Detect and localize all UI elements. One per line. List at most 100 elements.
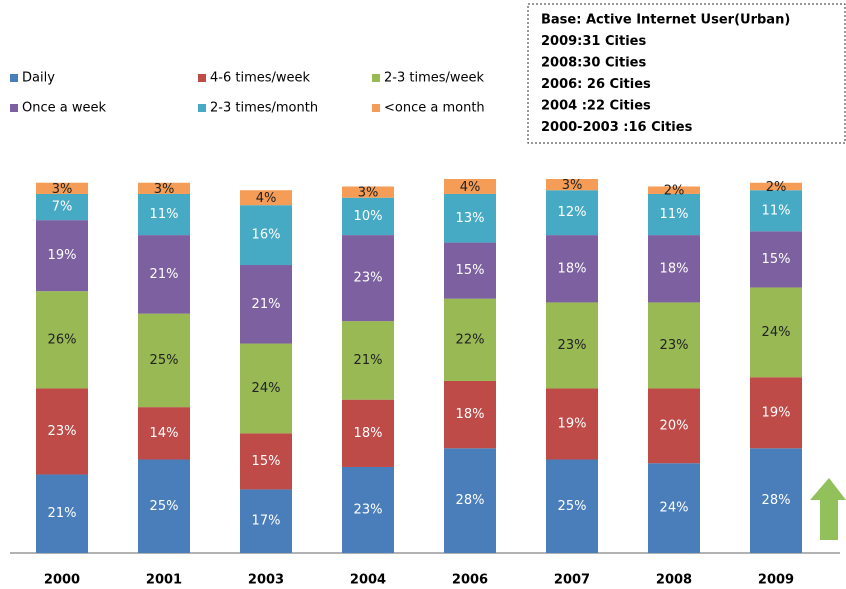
data-label: 16% bbox=[252, 228, 281, 243]
bar-segment bbox=[546, 302, 598, 389]
data-label: 21% bbox=[252, 297, 281, 312]
bar-segment bbox=[648, 186, 700, 194]
bar-segment bbox=[36, 388, 88, 475]
x-tick-label: 2009 bbox=[758, 573, 794, 588]
bar-segment bbox=[648, 463, 700, 553]
legend-swatch bbox=[372, 104, 380, 112]
data-label: 18% bbox=[354, 426, 383, 441]
data-label: 24% bbox=[252, 381, 281, 396]
bar-segment bbox=[342, 466, 394, 553]
legend-label: Once a week bbox=[22, 101, 106, 116]
data-label: 21% bbox=[48, 506, 77, 521]
data-label: 15% bbox=[456, 263, 485, 278]
bar-segment bbox=[342, 186, 394, 198]
bar-segment bbox=[546, 459, 598, 553]
data-label: 23% bbox=[48, 424, 77, 439]
data-label: 19% bbox=[558, 416, 587, 431]
data-label: 23% bbox=[558, 338, 587, 353]
x-tick-label: 2003 bbox=[248, 573, 284, 588]
annotation-line: 2009:31 Cities bbox=[541, 34, 646, 49]
bar-segment bbox=[648, 193, 700, 236]
data-label: 10% bbox=[354, 209, 383, 224]
bar-segment bbox=[138, 407, 190, 460]
bar-segment bbox=[342, 399, 394, 467]
data-label: 23% bbox=[354, 271, 383, 286]
arrow bbox=[810, 478, 846, 540]
bar-segment bbox=[546, 235, 598, 303]
data-label: 21% bbox=[150, 267, 179, 282]
bar-segment bbox=[648, 388, 700, 464]
bar-segment bbox=[444, 242, 496, 299]
data-label: 15% bbox=[762, 252, 791, 267]
data-label: 14% bbox=[150, 426, 179, 441]
bar-segment bbox=[750, 231, 802, 288]
x-tick-label: 2001 bbox=[146, 573, 182, 588]
data-label: 3% bbox=[358, 186, 379, 201]
data-label: 4% bbox=[460, 180, 481, 195]
annotation-line: Base: Active Internet User(Urban) bbox=[541, 13, 790, 28]
legend-swatch bbox=[198, 104, 206, 112]
bar-segment bbox=[648, 302, 700, 389]
x-tick-label: 2007 bbox=[554, 573, 590, 588]
legend-label: 4-6 times/week bbox=[210, 71, 311, 86]
legend-swatch bbox=[10, 74, 18, 82]
data-label: 24% bbox=[762, 325, 791, 340]
annotation-line: 2000-2003 :16 Cities bbox=[541, 120, 693, 135]
data-label: 18% bbox=[660, 261, 689, 276]
data-label: 25% bbox=[150, 499, 179, 514]
data-label: 20% bbox=[660, 418, 689, 433]
data-label: 3% bbox=[154, 182, 175, 197]
bar-segment bbox=[444, 179, 496, 194]
legend-label: 2-3 times/week bbox=[384, 71, 485, 86]
data-label: 3% bbox=[52, 182, 73, 197]
data-label: 23% bbox=[660, 338, 689, 353]
bar-segment bbox=[36, 182, 88, 194]
legend-label: 2-3 times/month bbox=[210, 101, 318, 116]
data-label: 13% bbox=[456, 211, 485, 226]
annotation-line: 2004 :22 Cities bbox=[541, 99, 651, 114]
bar-segment bbox=[240, 205, 292, 266]
data-label: 2% bbox=[766, 180, 787, 195]
bar-segment bbox=[138, 193, 190, 236]
data-label: 11% bbox=[762, 203, 791, 218]
data-label: 19% bbox=[48, 248, 77, 263]
bar-segment bbox=[36, 220, 88, 292]
legend-swatch bbox=[372, 74, 380, 82]
bar-segment bbox=[444, 448, 496, 553]
bar-segment bbox=[36, 291, 88, 389]
bar-segment bbox=[240, 489, 292, 553]
bar-segment bbox=[546, 190, 598, 236]
bar-segment bbox=[546, 179, 598, 191]
data-label: 25% bbox=[150, 353, 179, 368]
data-label: 4% bbox=[256, 191, 277, 206]
data-label: 11% bbox=[660, 207, 689, 222]
data-label: 3% bbox=[562, 178, 583, 193]
bar-segment bbox=[240, 265, 292, 344]
legend-label: Daily bbox=[22, 71, 55, 86]
x-tick-label: 2008 bbox=[656, 573, 692, 588]
bar-segment bbox=[444, 193, 496, 243]
bar-segment bbox=[444, 380, 496, 449]
data-label: 23% bbox=[354, 502, 383, 517]
bar-segment bbox=[750, 182, 802, 191]
data-label: 18% bbox=[456, 407, 485, 422]
data-label: 2% bbox=[664, 184, 685, 199]
legend-label: <once a month bbox=[384, 101, 485, 116]
bar-segment bbox=[138, 235, 190, 314]
legend-swatch bbox=[198, 74, 206, 82]
data-label: 28% bbox=[456, 493, 485, 508]
bar-segment bbox=[342, 321, 394, 400]
bar-segment bbox=[444, 298, 496, 381]
data-label: 22% bbox=[456, 332, 485, 347]
bar-segment bbox=[240, 343, 292, 434]
bar-segment bbox=[240, 190, 292, 206]
legend-swatch bbox=[10, 104, 18, 112]
bar-segment bbox=[750, 377, 802, 449]
data-label: 11% bbox=[150, 207, 179, 222]
data-label: 19% bbox=[762, 405, 791, 420]
bar-segment bbox=[138, 182, 190, 194]
bar-segment bbox=[138, 459, 190, 553]
data-label: 25% bbox=[558, 499, 587, 514]
bar-segment bbox=[36, 474, 88, 553]
